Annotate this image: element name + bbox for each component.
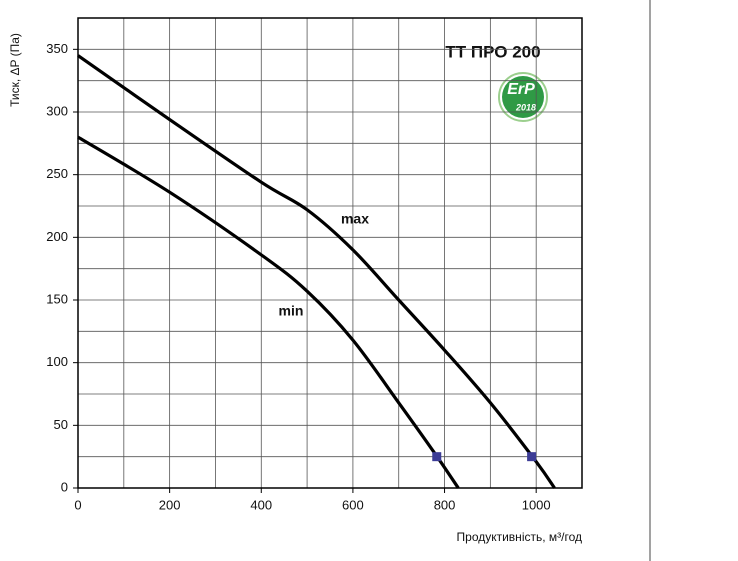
badge-text: ErP: [507, 81, 535, 98]
erp-badge: ErP 2018: [498, 72, 548, 122]
y-tick-label: 100: [46, 354, 68, 369]
y-tick-label: 0: [61, 479, 68, 494]
y-tick-label: 150: [46, 291, 68, 306]
series-label: max: [341, 211, 369, 227]
y-tick-label: 350: [46, 41, 68, 56]
series-label: min: [279, 303, 304, 319]
operating-point: [527, 452, 537, 462]
y-tick-label: 50: [54, 417, 68, 432]
series-line: [77, 135, 460, 489]
y-tick-label: 200: [46, 229, 68, 244]
badge-year: 2018: [515, 102, 536, 112]
x-tick-label: 1000: [522, 497, 551, 512]
operating-point: [432, 452, 442, 462]
y-tick-label: 300: [46, 103, 68, 118]
series-line: [77, 54, 556, 489]
x-tick-label: 0: [74, 497, 81, 512]
y-tick-label: 250: [46, 166, 68, 181]
x-tick-label: 600: [342, 497, 364, 512]
x-tick-label: 400: [250, 497, 272, 512]
x-tick-label: 200: [159, 497, 181, 512]
x-axis-label: Продуктивність, м³/год: [457, 530, 582, 544]
x-tick-label: 800: [434, 497, 456, 512]
badge-disc: [502, 76, 544, 118]
chart-title: TT ПРО 200: [445, 42, 540, 61]
y-axis-label: Тиск, ΔP (Па): [8, 33, 22, 107]
plot-frame: [77, 17, 583, 489]
